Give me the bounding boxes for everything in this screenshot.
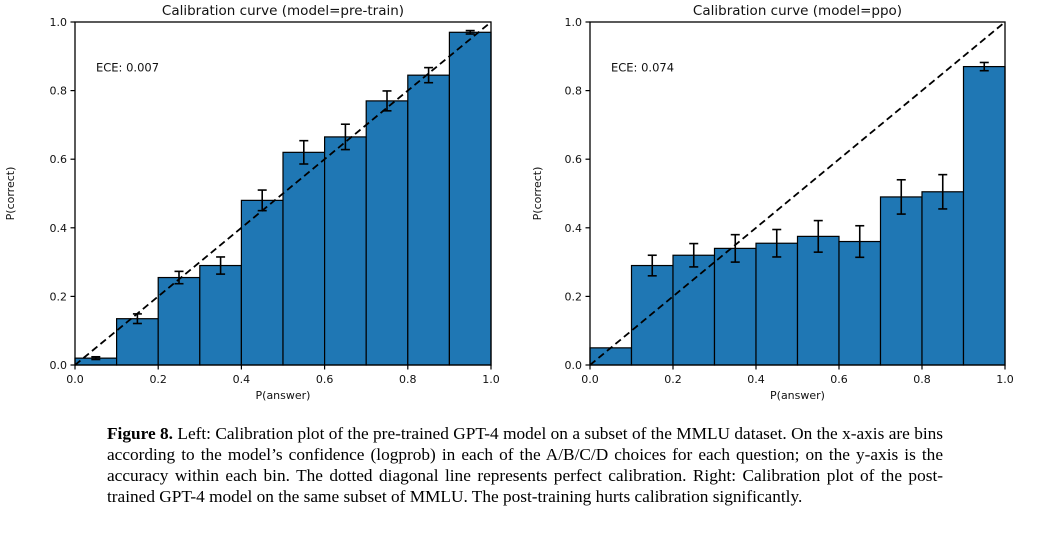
chart-svg: 0.0 0.2 0.4 0.6 0.8 1.0 0.0 0.2 0.4 0.6 0.8 1.0 Cali…: [531, 3, 1014, 402]
error-bar: [689, 242, 699, 268]
ece-annotation: ECE: 0.074: [611, 60, 674, 74]
x-tick-label: 0.2: [149, 373, 167, 386]
histogram-bar: [879, 196, 923, 366]
error-bar: [91, 355, 101, 361]
diagonal-reference-line: [589, 21, 1006, 366]
error-bar: [299, 139, 309, 165]
y-tick-label: 0.2: [50, 290, 68, 303]
diagonal-reference-line: [74, 21, 492, 366]
error-bar: [132, 313, 142, 325]
chart-title: Calibration curve (model=pre-train): [162, 3, 404, 19]
histogram-bar: [282, 151, 326, 366]
x-tick-label: 1.0: [996, 373, 1014, 386]
histogram-bar: [672, 254, 716, 366]
histogram-bar: [962, 65, 1006, 366]
error-bar: [813, 219, 823, 253]
x-tick-label: 0.4: [747, 373, 765, 386]
error-bar: [938, 173, 948, 210]
error-bar: [730, 233, 740, 263]
y-tick-label: 0.4: [565, 222, 583, 235]
error-bar: [896, 178, 906, 215]
y-tick-label: 1.0: [565, 16, 583, 29]
histogram-bar: [199, 264, 243, 366]
error-bar: [340, 123, 350, 151]
plot-area: [589, 21, 1006, 366]
figure-caption-label: Figure 8.: [107, 424, 173, 443]
x-tick-label: 0.6: [316, 373, 334, 386]
error-bar: [647, 254, 657, 277]
y-tick-label: 0.8: [565, 85, 583, 98]
error-bar: [772, 228, 782, 258]
histogram-bar: [755, 242, 799, 366]
calibration-chart-pretrain: 0.0 0.2 0.4 0.6 0.8 1.0 0.0 0.2 0.4 0.6 0.8 1.0 Cali…: [0, 0, 527, 413]
y-tick-label: 0.0: [565, 359, 583, 372]
histogram-bar: [838, 240, 882, 366]
chart-title: Calibration curve (model=ppo): [693, 3, 902, 19]
error-bar: [855, 224, 865, 259]
charts-row: 0.0 0.2 0.4 0.6 0.8 1.0 0.0 0.2 0.4 0.6 0.8 1.0 Cali…: [0, 0, 1054, 413]
error-bar: [257, 189, 267, 212]
y-tick-label: 0.0: [50, 359, 68, 372]
histogram-bar: [324, 136, 367, 366]
error-bar: [465, 29, 475, 35]
y-tick-label: 0.6: [50, 153, 68, 166]
histogram-bar: [589, 347, 633, 366]
y-tick-label: 0.2: [565, 290, 583, 303]
histogram-bar: [630, 264, 674, 366]
histogram-bar: [240, 199, 284, 366]
x-tick-label: 0.8: [913, 373, 931, 386]
figure-caption: Figure 8. Left: Calibration plot of the …: [107, 423, 943, 507]
calibration-chart-ppo: 0.0 0.2 0.4 0.6 0.8 1.0 0.0 0.2 0.4 0.6 0.8 1.0 Cali…: [527, 0, 1054, 413]
error-bar: [424, 66, 434, 84]
y-tick-label: 1.0: [50, 16, 68, 29]
error-bar: [979, 61, 989, 72]
histogram-bar: [921, 191, 965, 366]
x-tick-label: 0.0: [66, 373, 84, 386]
x-tick-label: 0.0: [581, 373, 599, 386]
histogram-bar: [796, 235, 840, 366]
y-tick-label: 0.6: [565, 153, 583, 166]
figure-caption-text: Left: Calibration plot of the pre-traine…: [107, 424, 944, 507]
ece-annotation: ECE: 0.007: [96, 60, 159, 74]
x-tick-label: 0.2: [664, 373, 682, 386]
x-tick-label: 0.6: [830, 373, 848, 386]
error-bar: [174, 270, 184, 285]
y-tick-label: 0.8: [50, 85, 68, 98]
x-tick-label: 0.8: [399, 373, 417, 386]
error-bar: [382, 90, 392, 112]
y-axis-label: P(correct): [4, 167, 17, 221]
plot-area: [74, 21, 492, 366]
histogram-bar: [713, 247, 757, 366]
histogram-bar: [365, 100, 409, 366]
error-bar: [216, 256, 226, 275]
x-axis-label: P(answer): [256, 389, 311, 402]
y-axis-label: P(correct): [531, 167, 544, 221]
x-tick-label: 0.4: [233, 373, 251, 386]
x-tick-label: 1.0: [482, 373, 500, 386]
chart-svg: 0.0 0.2 0.4 0.6 0.8 1.0 0.0 0.2 0.4 0.6 0.8 1.0 Cali…: [4, 3, 500, 402]
histogram-bar: [448, 31, 492, 366]
histogram-bar: [407, 74, 450, 366]
x-axis-label: P(answer): [770, 389, 825, 402]
y-tick-label: 0.4: [50, 222, 68, 235]
